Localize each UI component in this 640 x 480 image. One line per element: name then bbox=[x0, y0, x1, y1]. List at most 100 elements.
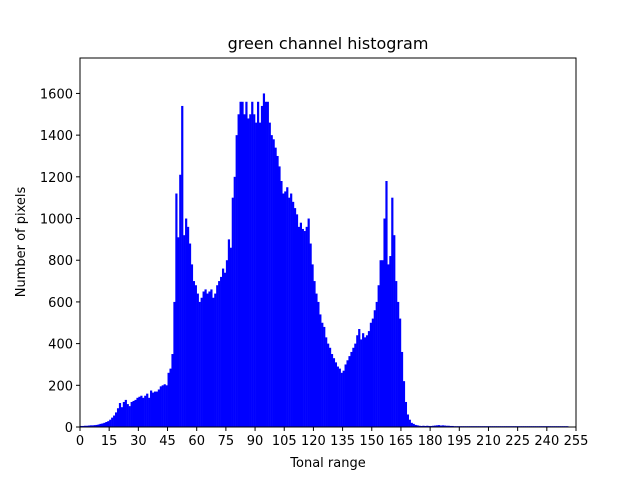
histogram-bar bbox=[159, 386, 162, 427]
histogram-bar bbox=[406, 414, 409, 427]
histogram-bar bbox=[336, 366, 339, 427]
histogram-bar bbox=[169, 368, 172, 427]
histogram-bar bbox=[434, 425, 437, 427]
histogram-bar bbox=[262, 93, 266, 427]
histogram-bar bbox=[393, 235, 396, 427]
histogram-bar bbox=[414, 424, 417, 427]
histogram-bar bbox=[365, 335, 369, 427]
x-tick-label: 30 bbox=[130, 434, 147, 449]
histogram-bar bbox=[424, 425, 427, 427]
x-axis-ticks: 0 15 30 45 60 75 90 105 120 135 150 165 180 195 210 225… bbox=[76, 427, 589, 449]
histogram-bar bbox=[379, 260, 382, 427]
histogram-bar bbox=[124, 399, 127, 427]
histogram-bar bbox=[198, 301, 201, 427]
histogram-bar bbox=[346, 360, 349, 427]
x-tick-label: 0 bbox=[76, 434, 84, 449]
histogram-bar bbox=[408, 419, 411, 427]
histogram-bar bbox=[319, 314, 322, 427]
histogram-bar bbox=[416, 425, 419, 427]
histogram-bar bbox=[243, 114, 246, 427]
histogram-bar bbox=[363, 337, 367, 427]
y-tick-label: 600 bbox=[48, 296, 73, 311]
histogram-bar bbox=[80, 425, 83, 427]
histogram-bar bbox=[128, 406, 131, 427]
histogram-bar bbox=[148, 397, 151, 427]
histogram-bar bbox=[307, 218, 310, 427]
histogram-bar bbox=[105, 422, 108, 427]
histogram-bar bbox=[130, 401, 133, 427]
bars-group bbox=[80, 93, 569, 428]
histogram-bar bbox=[196, 293, 199, 427]
histogram-bar bbox=[255, 122, 258, 427]
histogram-bar bbox=[212, 297, 215, 427]
histogram-bar bbox=[354, 343, 357, 427]
histogram-bar bbox=[449, 425, 452, 427]
y-tick-label: 1600 bbox=[40, 87, 73, 102]
histogram-bar bbox=[292, 201, 295, 427]
y-tick-label: 1400 bbox=[40, 129, 73, 144]
histogram-bar bbox=[138, 396, 141, 427]
histogram-bar bbox=[186, 226, 190, 427]
histogram-bar bbox=[167, 372, 170, 427]
histogram-bar bbox=[286, 187, 289, 427]
histogram-bar bbox=[200, 297, 203, 427]
histogram-bar bbox=[327, 343, 330, 427]
histogram-bar bbox=[371, 318, 374, 427]
histogram-bar bbox=[430, 425, 433, 427]
histogram-bar bbox=[332, 358, 336, 427]
histogram-bar bbox=[208, 291, 211, 427]
histogram-bar bbox=[313, 281, 316, 427]
histogram-bar bbox=[99, 423, 102, 427]
histogram-bar bbox=[297, 226, 301, 427]
x-tick-label: 90 bbox=[247, 434, 264, 449]
histogram-bar bbox=[358, 329, 361, 427]
x-tick-label: 135 bbox=[330, 434, 355, 449]
histogram-bar bbox=[132, 400, 135, 427]
histogram-bar bbox=[441, 425, 444, 427]
histogram-bar bbox=[264, 101, 267, 427]
histogram-bar bbox=[367, 331, 371, 427]
histogram-bar bbox=[257, 101, 260, 427]
x-tick-label: 240 bbox=[534, 434, 559, 449]
histogram-bar bbox=[210, 289, 213, 427]
histogram-bar bbox=[218, 281, 221, 427]
x-tick-label: 255 bbox=[564, 434, 589, 449]
histogram-bar bbox=[404, 401, 408, 427]
histogram-bar bbox=[447, 425, 450, 427]
y-tick-label: 1000 bbox=[40, 213, 73, 228]
histogram-bar bbox=[113, 415, 116, 427]
histogram-bar bbox=[437, 425, 441, 427]
histogram-bar bbox=[115, 412, 118, 427]
histogram-bar bbox=[103, 422, 106, 427]
histogram-bar bbox=[311, 264, 314, 427]
histogram-bar bbox=[140, 395, 143, 427]
histogram-bar bbox=[163, 384, 166, 427]
histogram-bar bbox=[410, 422, 413, 427]
histogram-bar bbox=[400, 351, 404, 427]
histogram-bar bbox=[221, 268, 225, 427]
histogram-bar bbox=[276, 155, 279, 428]
histogram-bar bbox=[204, 289, 207, 427]
histogram-bar bbox=[181, 105, 184, 427]
histogram-bar bbox=[85, 425, 89, 427]
histogram-bar bbox=[420, 425, 423, 427]
histogram-bar bbox=[266, 101, 269, 427]
histogram-bar bbox=[101, 423, 104, 427]
histogram-bar bbox=[111, 417, 114, 427]
histogram-bar bbox=[220, 276, 223, 427]
histogram-bar bbox=[301, 228, 304, 427]
histogram-bar bbox=[315, 293, 318, 427]
histogram-bar bbox=[229, 247, 232, 427]
x-tick-label: 105 bbox=[272, 434, 297, 449]
histogram-bar bbox=[397, 301, 400, 427]
histogram-bar bbox=[340, 372, 343, 427]
histogram-bar bbox=[389, 256, 392, 427]
histogram-bar bbox=[377, 285, 380, 427]
histogram-bar bbox=[188, 243, 192, 427]
histogram-bar bbox=[216, 285, 219, 427]
histogram-bar bbox=[422, 425, 425, 427]
histogram-bar bbox=[146, 393, 149, 427]
histogram-bar bbox=[282, 193, 285, 427]
histogram-bar bbox=[385, 181, 388, 427]
histogram-bar bbox=[249, 114, 252, 427]
